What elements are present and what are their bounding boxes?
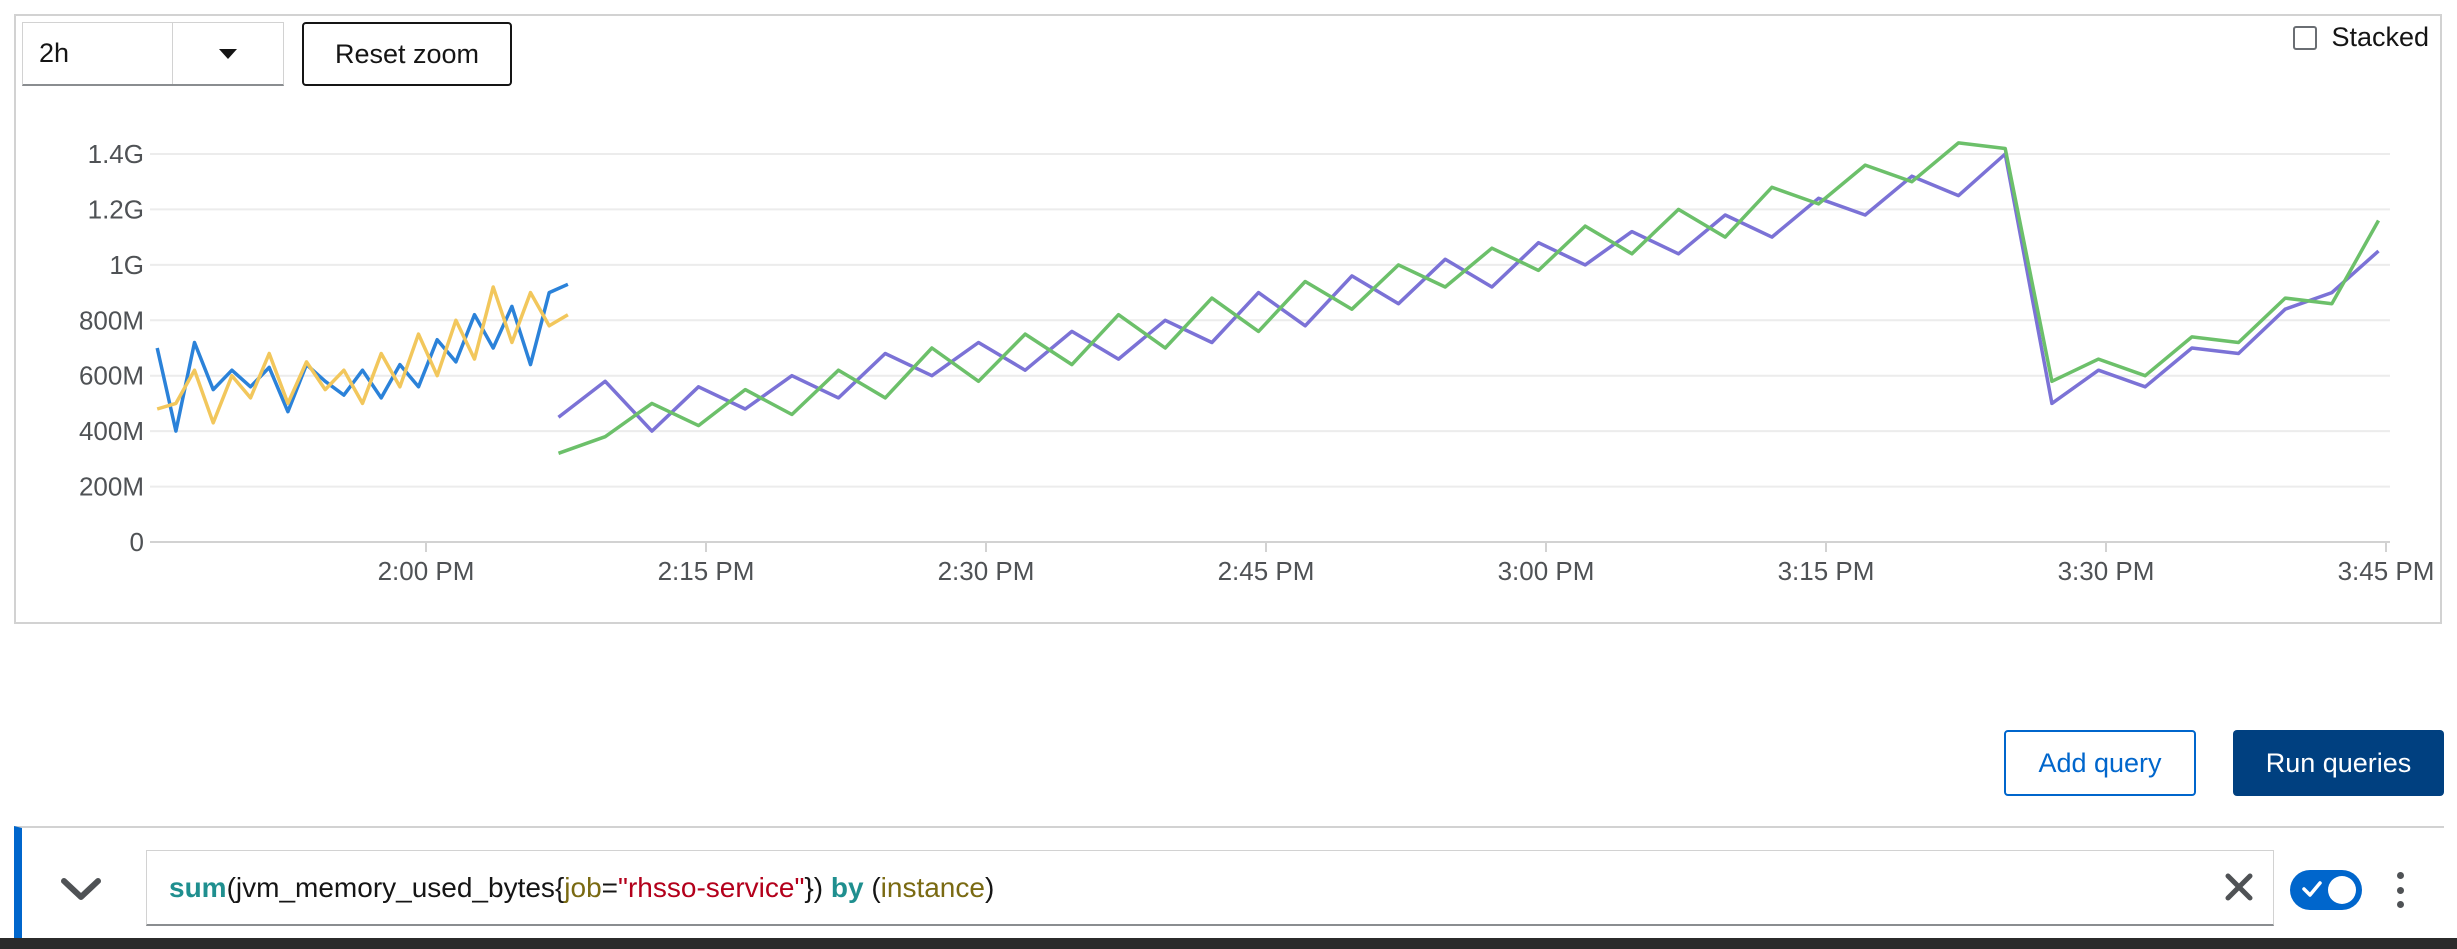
check-icon <box>2302 881 2322 897</box>
x-tick-label: 3:15 PM <box>1778 556 1875 586</box>
y-tick-label: 400M <box>79 416 144 446</box>
stacked-checkbox[interactable] <box>2293 25 2318 50</box>
switch-knob <box>2328 876 2356 904</box>
series-line-1[interactable] <box>155 282 569 433</box>
query-label-key: job <box>564 871 602 903</box>
y-tick-label: 1.2G <box>88 194 144 224</box>
caret-down-icon[interactable] <box>173 23 283 84</box>
x-tick-label: 2:30 PM <box>938 556 1035 586</box>
run-queries-button[interactable]: Run queries <box>2233 730 2444 796</box>
query-row: sum(jvm_memory_used_bytes{job = "rhsso-ser… <box>14 826 2444 949</box>
query-by-keyword: by <box>823 871 872 903</box>
query-group-label: instance <box>880 871 985 903</box>
query-open-paren: ( <box>226 871 236 903</box>
query-enable-switch[interactable] <box>2290 870 2362 910</box>
close-icon[interactable] <box>2221 869 2257 905</box>
metrics-chart[interactable]: 0 200M 400M 600M 800M 1G 1.2G 1.4G 2:00 PM 2:15 … <box>0 0 2457 630</box>
query-equals: = <box>601 871 619 903</box>
series-line-3[interactable] <box>557 152 2380 433</box>
query-expression-input[interactable]: sum(jvm_memory_used_bytes{job = "rhsso-ser… <box>146 850 2274 926</box>
os-taskbar <box>0 938 2457 949</box>
x-tick-label: 2:15 PM <box>658 556 755 586</box>
y-tick-label: 600M <box>79 361 144 391</box>
query-label-value: "rhsso-service" <box>618 871 805 903</box>
x-tick-label: 3:00 PM <box>1498 556 1595 586</box>
stacked-toggle[interactable]: Stacked <box>2293 22 2429 53</box>
x-tick-label: 3:30 PM <box>2058 556 2155 586</box>
query-brace-open: { <box>554 871 565 903</box>
y-tick-label: 1.4G <box>88 139 144 169</box>
y-tick-label: 200M <box>79 472 144 502</box>
query-group-close: ) <box>984 871 995 903</box>
add-query-button[interactable]: Add query <box>2004 730 2196 796</box>
series-line-4[interactable] <box>557 141 2381 455</box>
x-tick-label: 2:00 PM <box>378 556 475 586</box>
time-range-value[interactable]: 2h <box>23 23 173 84</box>
x-tick-label: 3:45 PM <box>2338 556 2435 586</box>
time-range-select[interactable]: 2h <box>22 22 284 86</box>
chevron-down-icon[interactable] <box>60 875 102 905</box>
query-function: sum <box>169 871 227 903</box>
y-tick-label: 800M <box>79 305 144 335</box>
reset-zoom-button[interactable]: Reset zoom <box>302 22 512 86</box>
query-group-open: ( <box>871 871 881 903</box>
y-tick-label: 1G <box>109 250 144 280</box>
query-metric: jvm_memory_used_bytes <box>235 871 555 903</box>
kebab-menu-icon[interactable] <box>2394 872 2406 908</box>
y-tick-label: 0 <box>130 527 144 557</box>
series-line-2[interactable] <box>156 285 569 425</box>
stacked-label: Stacked <box>2331 22 2429 52</box>
query-brace-close: }) <box>804 871 824 903</box>
x-tick-label: 2:45 PM <box>1218 556 1315 586</box>
